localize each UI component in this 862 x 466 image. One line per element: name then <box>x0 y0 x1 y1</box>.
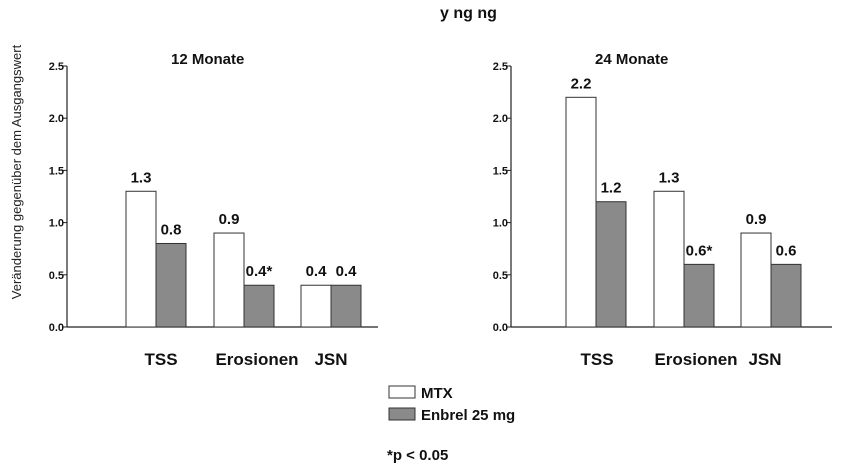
legend-swatch-enbrel <box>388 407 416 421</box>
category-label: Erosionen <box>654 350 737 369</box>
bar-enbrel <box>770 263 802 328</box>
bar-enbrel <box>683 263 715 328</box>
y-tick-label: 2.5 <box>493 61 508 73</box>
y-tick-label: 1.0 <box>493 218 508 230</box>
legend-swatch-mtx <box>388 385 416 399</box>
legend-label-enbrel: Enbrel 25 mg <box>421 407 515 424</box>
y-tick-label: 0.0 <box>49 322 64 334</box>
category-label: JSN <box>748 350 781 369</box>
y-tick-label: 1.5 <box>49 165 64 177</box>
bar-mtx <box>125 190 157 328</box>
y-tick-label: 2.0 <box>49 113 64 125</box>
figure-title-fragment: y ng ng <box>440 5 497 22</box>
category-label: TSS <box>144 350 177 369</box>
bar-mtx <box>300 284 332 328</box>
category-label: Erosionen <box>215 350 298 369</box>
bar-value-label: 2.2 <box>571 75 592 92</box>
bar-enbrel <box>155 242 187 328</box>
legend: MTX Enbrel 25 mg <box>388 385 515 424</box>
y-tick-label: 2.0 <box>493 113 508 125</box>
bar-enbrel <box>595 201 627 328</box>
chart-panel-24-monate: 24 Monate 0.0 0.5 1.0 1.5 2.0 2.5 2.2 1.2 TSS 1.3 0… <box>493 51 832 369</box>
y-tick-label: 1.5 <box>493 165 508 177</box>
bar-value-label: 0.6 <box>776 242 797 259</box>
category-label: TSS <box>580 350 613 369</box>
y-tick-label: 0.5 <box>49 270 64 282</box>
bar-mtx <box>653 190 685 328</box>
bar-enbrel <box>330 284 362 328</box>
chart-panel-12-monate: 12 Monate 0.0 0.5 1.0 1.5 2.0 2.5 1.3 0.8 TSS 0.9 0… <box>49 51 378 369</box>
bar-value-label: 0.4 <box>336 263 358 280</box>
significance-footnote: *p < 0.05 <box>387 447 448 464</box>
y-tick-label: 0.0 <box>493 322 508 334</box>
bar-value-label: 0.9 <box>746 211 767 228</box>
y-tick-label: 0.5 <box>493 270 508 282</box>
bar-value-label: 0.4* <box>246 263 273 280</box>
bar-value-label: 0.4 <box>306 263 328 280</box>
legend-label-mtx: MTX <box>421 385 453 402</box>
panel-title: 12 Monate <box>171 51 244 68</box>
bar-mtx <box>213 232 245 328</box>
bar-value-label: 0.9 <box>219 211 240 228</box>
category-label: JSN <box>314 350 347 369</box>
bar-value-label: 0.8 <box>161 221 182 238</box>
bar-value-label: 1.2 <box>601 180 622 197</box>
y-tick-label: 2.5 <box>49 61 64 73</box>
y-axis-label: Veränderung gegenüber dem Ausgangswert <box>9 44 24 299</box>
y-tick-label: 1.0 <box>49 218 64 230</box>
panel-title: 24 Monate <box>595 51 668 68</box>
bar-value-label: 1.3 <box>659 169 680 186</box>
bar-mtx <box>565 96 597 328</box>
bar-value-label: 0.6* <box>686 242 713 259</box>
bar-mtx <box>740 232 772 328</box>
bar-value-label: 1.3 <box>131 169 152 186</box>
bar-enbrel <box>243 284 275 328</box>
